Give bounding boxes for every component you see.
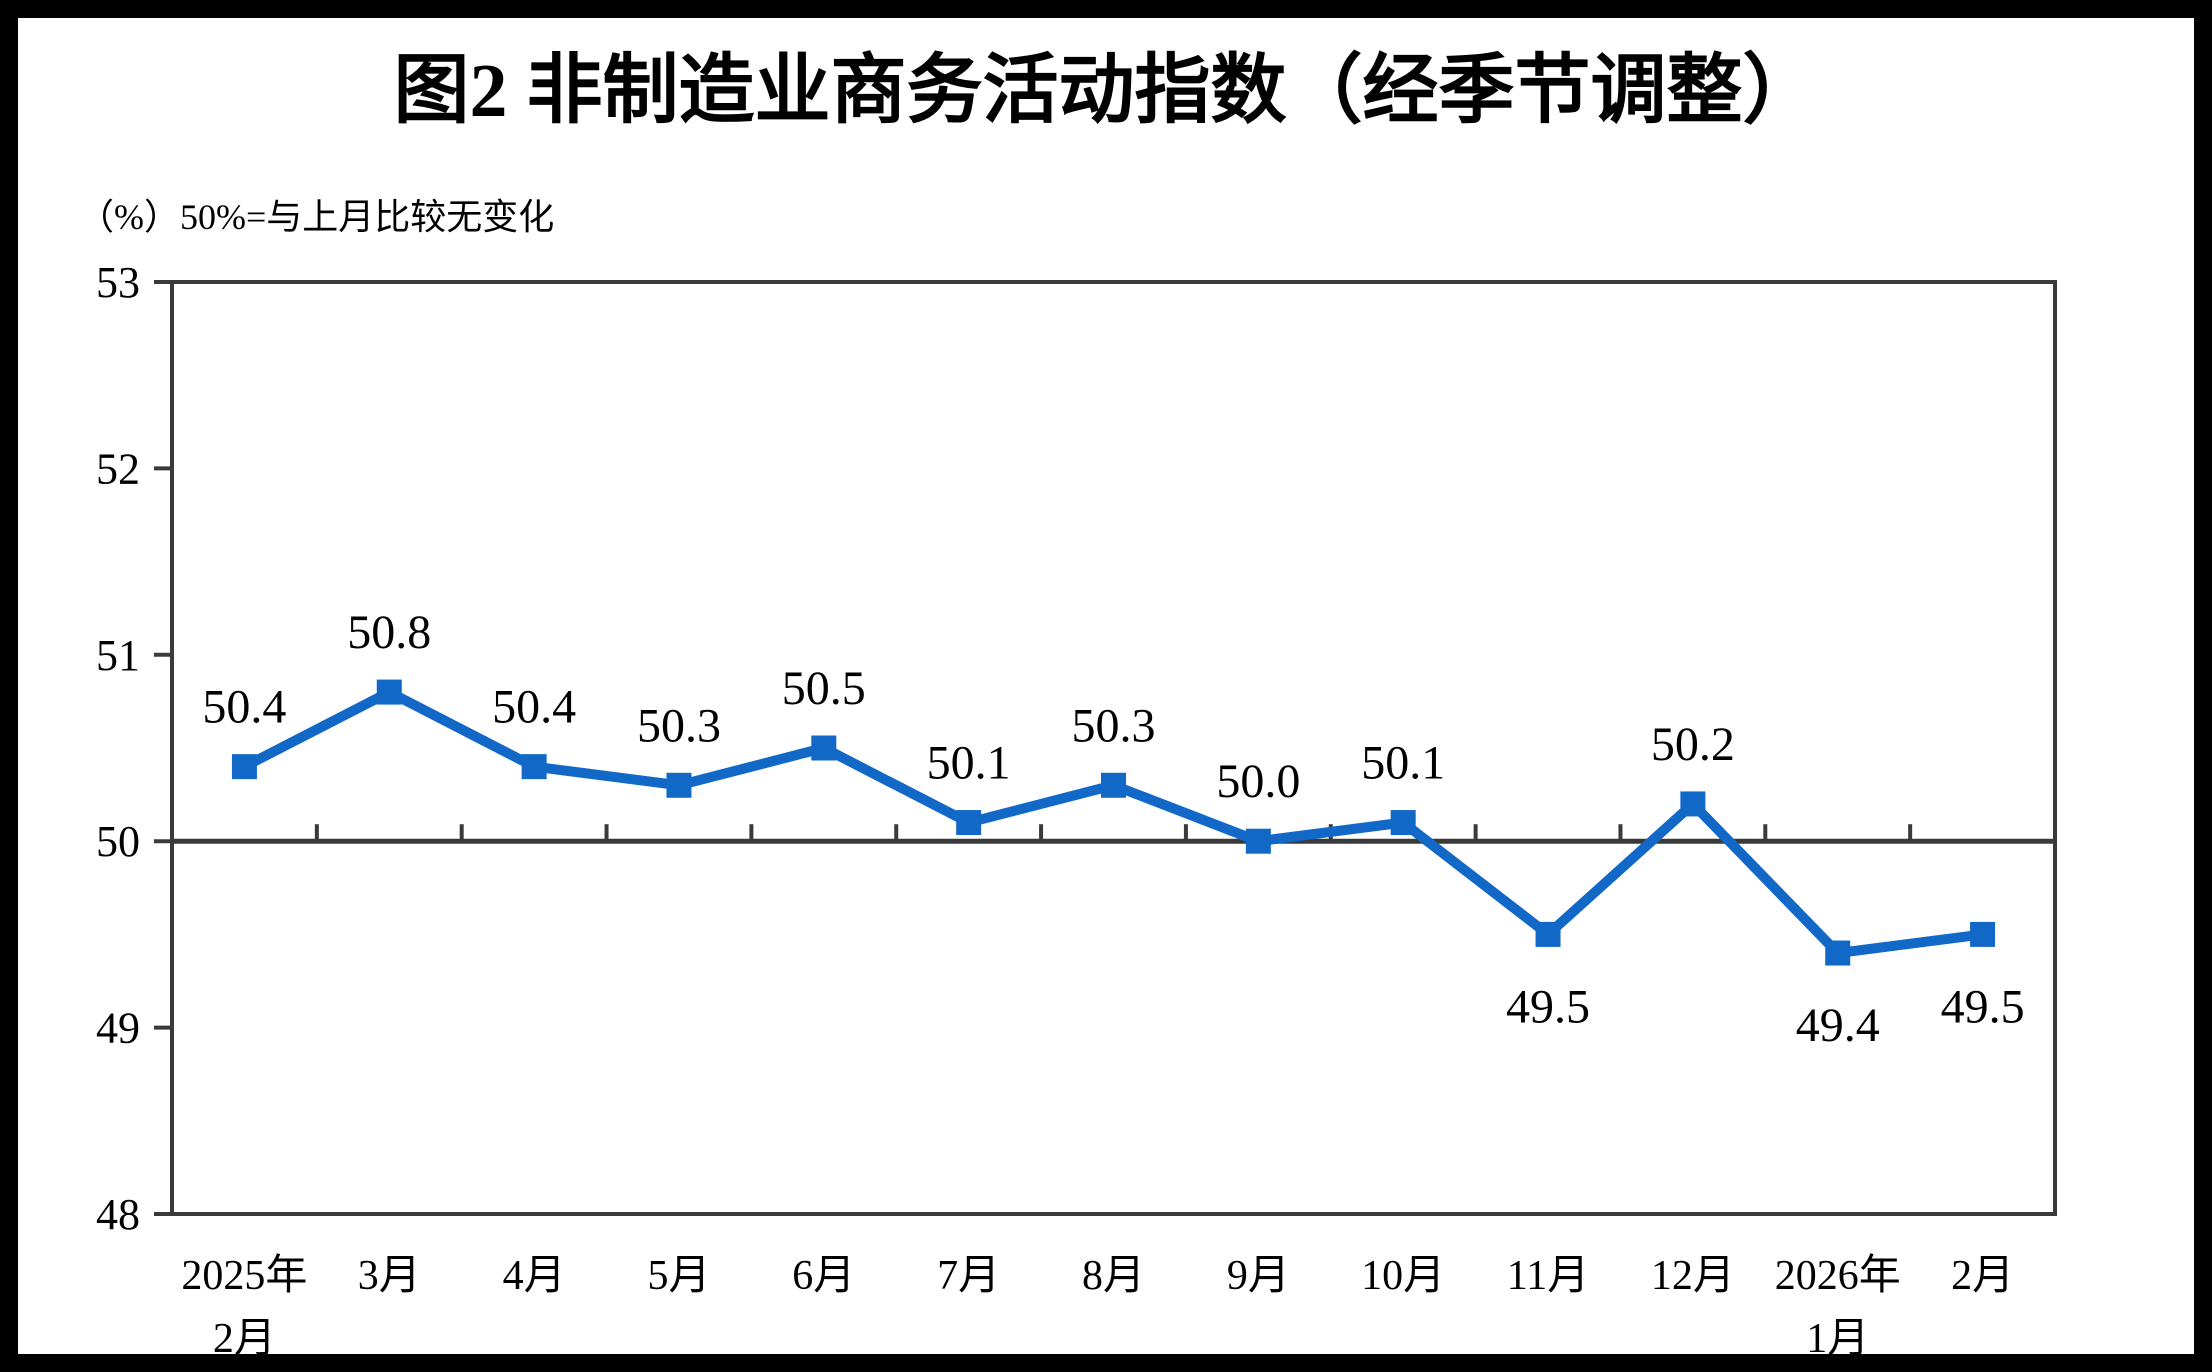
data-point-label: 50.1 [1361, 737, 1445, 790]
data-point-marker [376, 679, 402, 705]
data-point-label: 50.4 [492, 681, 576, 734]
data-point-marker [1535, 921, 1561, 947]
data-point-marker [1680, 791, 1706, 817]
data-point-marker [666, 772, 692, 798]
x-axis-label: 12月 [1651, 1253, 1735, 1299]
data-point-marker [521, 754, 547, 780]
y-axis-tick-label: 52 [96, 444, 140, 493]
x-axis-label: 2025年 [181, 1252, 307, 1299]
data-point-marker [1390, 810, 1416, 836]
x-axis-label: 9月 [1227, 1253, 1290, 1299]
y-axis-tick-label: 49 [96, 1004, 140, 1053]
x-axis-label: 4月 [503, 1253, 566, 1299]
y-axis-tick-label: 53 [96, 258, 140, 307]
plot-area-border [170, 280, 2057, 1216]
data-point-label: 50.4 [202, 681, 286, 734]
data-point-label: 50.8 [347, 606, 431, 659]
x-axis-label: 8月 [1082, 1253, 1145, 1299]
x-axis-label-line2: 1月 [1806, 1316, 1869, 1362]
data-point-marker [231, 754, 257, 780]
y-axis-tick-label: 51 [96, 631, 140, 680]
x-axis-label-line2: 2月 [213, 1316, 276, 1362]
data-point-label: 49.5 [1941, 980, 2025, 1033]
data-point-label: 50.1 [927, 737, 1011, 790]
data-point-marker [1825, 940, 1851, 966]
data-point-label: 50.3 [1072, 699, 1156, 752]
x-axis-label: 7月 [937, 1253, 1000, 1299]
data-point-marker [811, 735, 837, 761]
data-point-label: 50.2 [1651, 718, 1735, 771]
data-point-label: 49.4 [1796, 999, 1880, 1052]
data-point-label: 49.5 [1506, 980, 1590, 1033]
data-point-label: 50.3 [637, 699, 721, 752]
data-point-label: 50.0 [1216, 755, 1300, 808]
data-point-label: 50.5 [782, 662, 866, 715]
data-point-marker [956, 810, 982, 836]
data-point-marker [1970, 921, 1996, 947]
chart-title: 图2 非制造业商务活动指数（经季节调整） [393, 49, 1819, 133]
x-axis-label: 2月 [1951, 1253, 2014, 1299]
x-axis-label: 5月 [647, 1253, 710, 1299]
chart-unit-note: （%）50%=与上月比较无变化 [78, 197, 555, 237]
x-axis-label: 3月 [358, 1253, 421, 1299]
x-axis-label: 11月 [1507, 1253, 1589, 1299]
data-point-marker [1101, 772, 1126, 798]
y-axis-tick-label: 48 [96, 1190, 140, 1239]
x-axis-label: 10月 [1361, 1253, 1445, 1299]
x-axis-label: 2026年 [1775, 1252, 1901, 1299]
x-axis-label: 6月 [792, 1253, 855, 1299]
data-point-marker [1245, 828, 1271, 854]
y-axis-tick-label: 50 [96, 817, 140, 866]
